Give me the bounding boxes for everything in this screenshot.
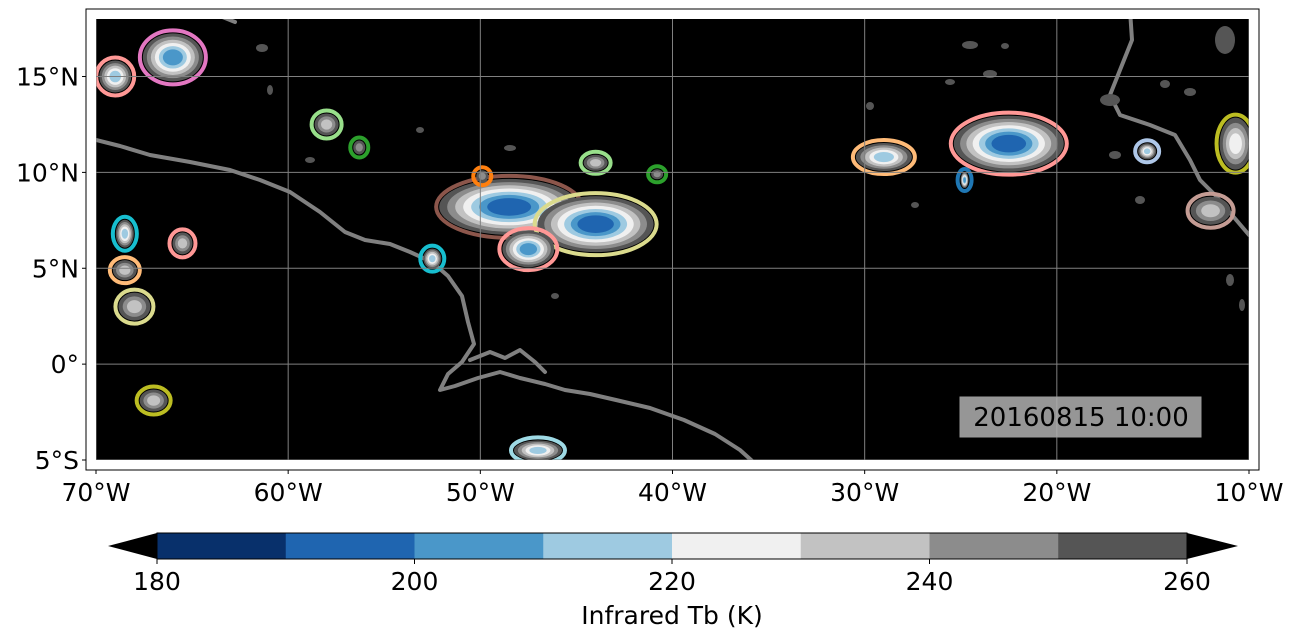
cloud-level [162, 49, 183, 66]
cloud-system [418, 243, 447, 274]
cloud-outline [113, 287, 156, 326]
colorbar-bin [1058, 533, 1188, 559]
cloud-level [355, 143, 363, 152]
lon-tick-label: 30°W [830, 478, 899, 507]
cloud-system [532, 191, 659, 258]
cloud-system [955, 167, 974, 194]
cloud-outline [167, 227, 198, 260]
lat-tick-label: 5°S [35, 446, 79, 475]
lon-tick-label: 40°W [638, 478, 707, 507]
cloud-level [121, 228, 129, 239]
cloud-outline [578, 149, 613, 176]
cloud-outline [348, 135, 371, 160]
cloud-level [487, 198, 532, 216]
lat-tick-label: 10°N [16, 158, 79, 187]
cloud-outline [497, 226, 560, 273]
cloud-system [508, 435, 567, 460]
cloud-outline [137, 28, 208, 87]
colorbar-bin [672, 533, 802, 559]
cloud-system [167, 227, 198, 260]
cloud-level [577, 215, 614, 233]
cloud-level [126, 300, 142, 314]
colorbar-bin [543, 533, 673, 559]
colorbar-over-arrow [1187, 533, 1238, 559]
cloud-level [991, 134, 1027, 153]
cloud-system [309, 108, 344, 141]
colorbar-tick-label: 220 [648, 567, 696, 596]
cloud-level [429, 255, 436, 263]
colorbar-tick-label: 240 [906, 567, 954, 596]
cloud-level [177, 238, 188, 249]
colorbar-bin [800, 533, 930, 559]
cloud-outline [309, 108, 344, 141]
cloud-level [529, 446, 547, 455]
cloud-systems [96, 28, 1249, 460]
cloud-outline [1133, 138, 1162, 165]
cloud-outline [418, 243, 447, 274]
cloud-system [348, 135, 371, 160]
cloud-system [578, 149, 613, 176]
lon-tick-label: 10°W [1214, 478, 1283, 507]
cloud-system [948, 110, 1069, 177]
cloud-system [113, 287, 156, 326]
cloud-level [119, 265, 131, 275]
cloud-level [590, 159, 602, 167]
cloud-system [137, 28, 208, 87]
cloud-system [850, 138, 917, 177]
colorbar: 180 200 220 240 260 Infrared Tb (K) [108, 532, 1238, 630]
cloud-level [478, 172, 486, 180]
lon-tick-label: 50°W [446, 478, 515, 507]
cloud-level [963, 177, 966, 183]
colorbar-tick-label: 180 [133, 567, 181, 596]
timestamp-annotation: 20160815 10:00 [959, 396, 1202, 438]
colorbar-under-arrow [108, 533, 157, 559]
cloud-system [107, 255, 142, 286]
lon-tick-label: 60°W [254, 478, 323, 507]
colorbar-bin [929, 533, 1059, 559]
lat-tick-label: 0° [51, 350, 79, 379]
timestamp-box [959, 396, 1202, 438]
cloud-level [1229, 133, 1242, 155]
colorbar-bin [285, 533, 415, 559]
cloud-outline [532, 191, 659, 258]
cloud-system [110, 214, 139, 253]
latitude-ticks: 15°N 10°N 5°N 0° 5°S [16, 63, 86, 475]
timestamp-text: 20160815 10:00 [973, 403, 1189, 433]
cloud-outline [646, 164, 669, 185]
gridlines [96, 19, 1249, 460]
colorbar-tick-label: 200 [391, 567, 439, 596]
cloud-level [321, 119, 333, 130]
scattered-clouds [256, 26, 1245, 311]
cloud-outline [134, 384, 173, 417]
cloud-level [519, 243, 538, 256]
cloud-system [1214, 112, 1249, 175]
cloud-system [1185, 191, 1236, 230]
cloud-outline [1185, 191, 1236, 230]
cloud-outline [955, 167, 974, 194]
colorbar-label: Infrared Tb (K) [581, 601, 763, 630]
colorbar-tick-label: 260 [1163, 567, 1211, 596]
cloud-system [1133, 138, 1162, 165]
cloud-level [873, 152, 894, 163]
lon-tick-label: 70°W [61, 478, 130, 507]
cloud-system [134, 384, 173, 417]
cloud-level [1201, 204, 1220, 218]
coastline-central-america [96, 138, 755, 460]
cloud-outline [948, 110, 1069, 177]
cloud-outline [107, 255, 142, 286]
cloud-outline [110, 214, 139, 253]
cloud-system [497, 226, 560, 273]
colorbar-bin [157, 533, 287, 559]
lon-tick-label: 20°W [1022, 478, 1091, 507]
lat-tick-label: 5°N [32, 254, 79, 283]
longitude-ticks: 70°W 60°W 50°W 40°W 30°W 20°W 10°W [61, 470, 1284, 507]
cloud-outline [471, 165, 494, 188]
lat-tick-label: 15°N [16, 63, 79, 92]
cloud-level [1143, 148, 1151, 155]
colorbar-bin [414, 533, 544, 559]
cloud-level [147, 395, 161, 406]
cloud-outline [508, 435, 567, 460]
cloud-outline [850, 138, 917, 177]
